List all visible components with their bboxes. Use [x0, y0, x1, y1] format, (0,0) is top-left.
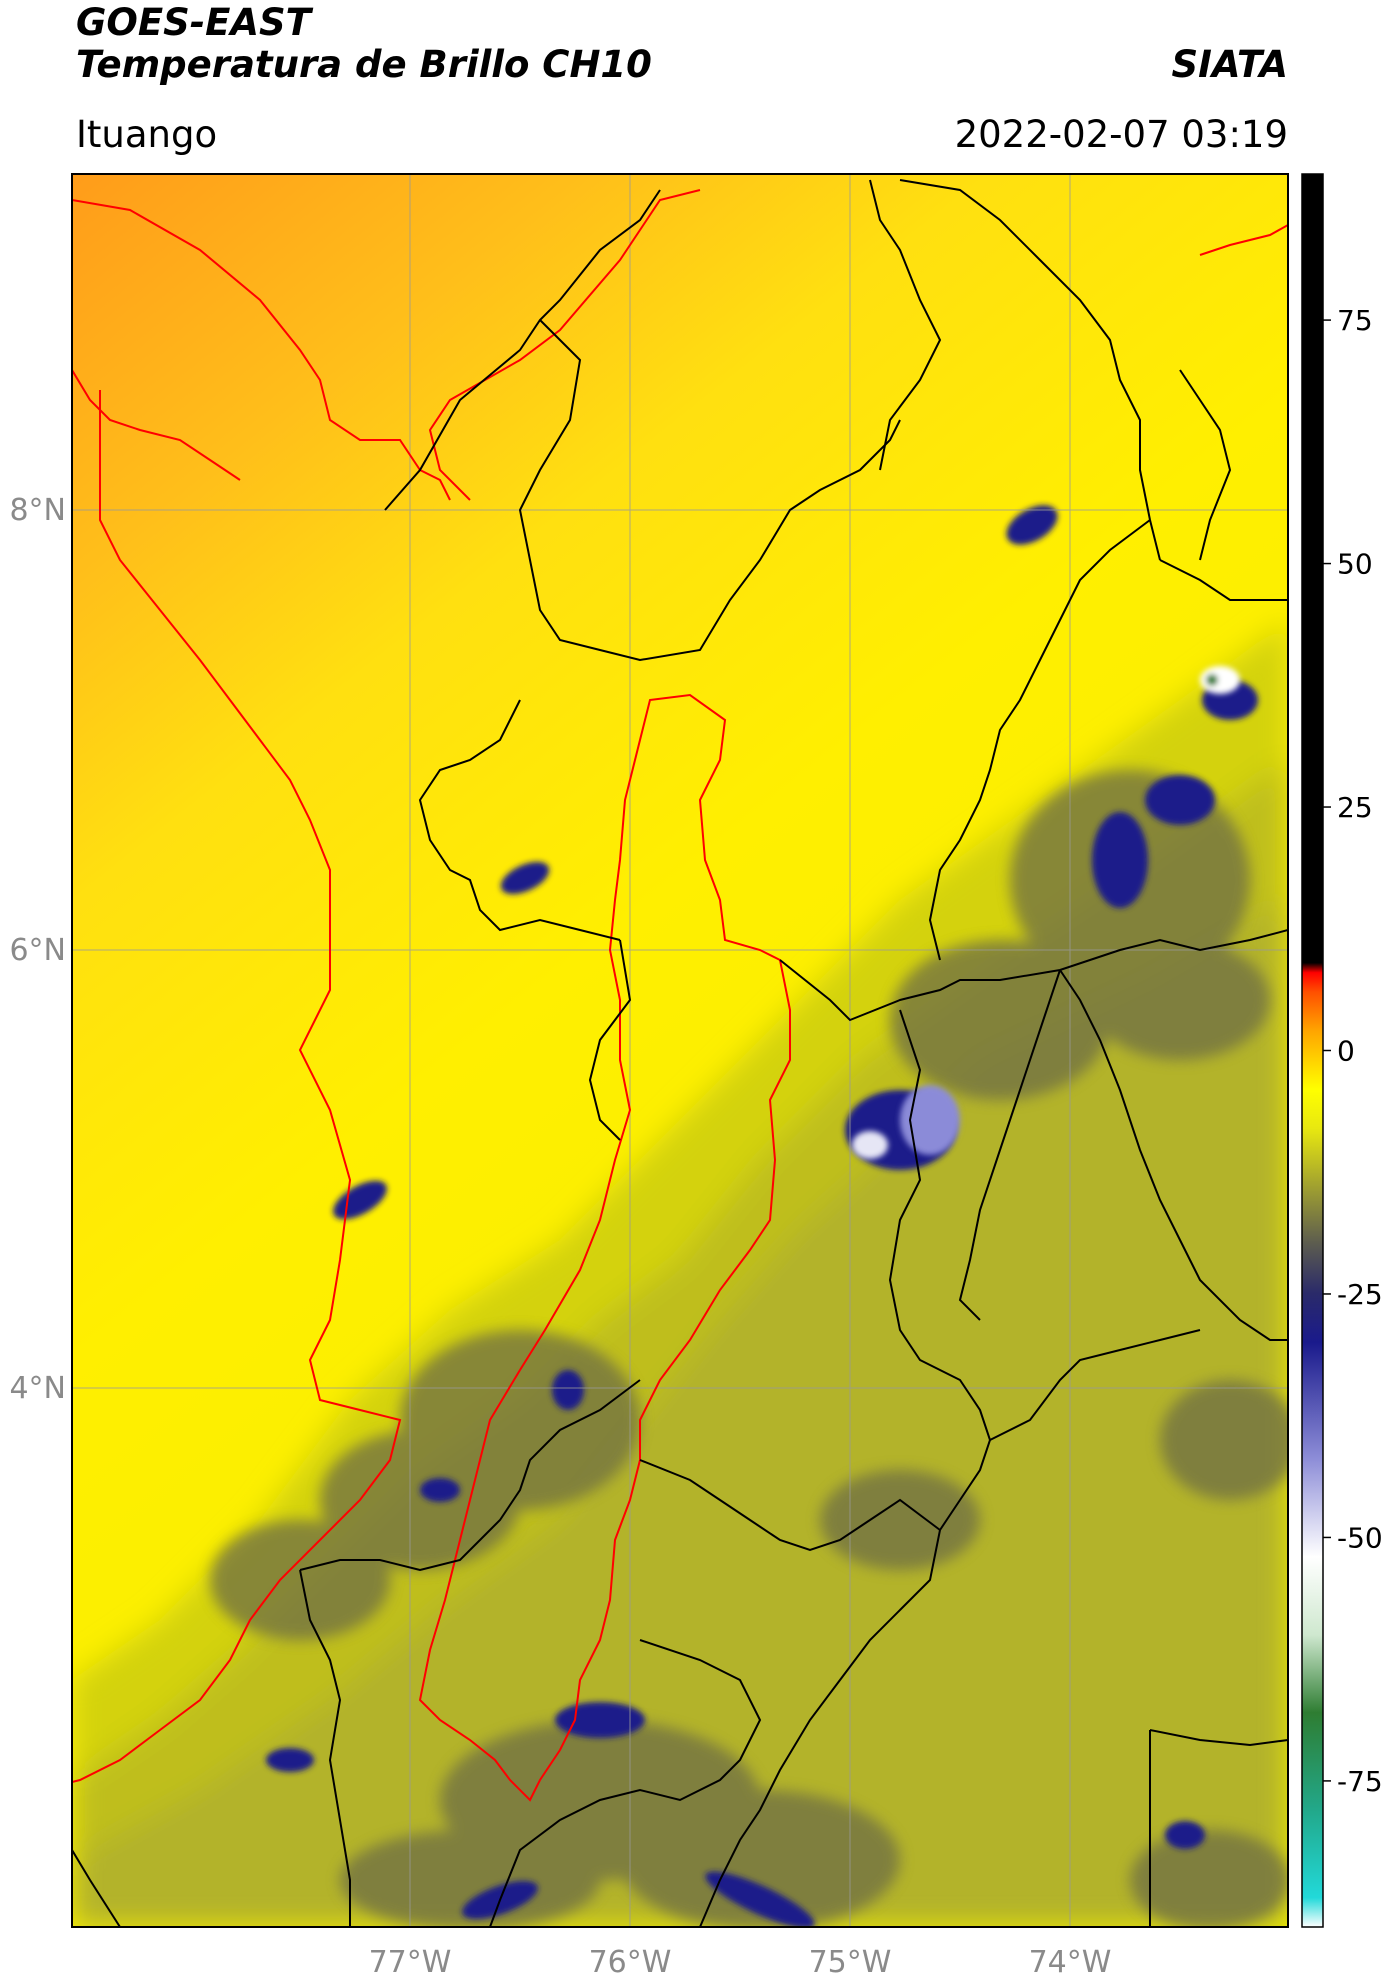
lat-ticks: 8°N 6°N 4°N — [9, 493, 66, 1406]
admin-boundaries — [72, 179, 1288, 1927]
map-frame — [71, 173, 1289, 1928]
lat-tick-label: 4°N — [9, 1371, 66, 1406]
lon-tick-label: 76°W — [589, 1945, 672, 1980]
colorbar-tick-label: 50 — [1337, 548, 1373, 581]
org-label: SIATA — [1171, 43, 1288, 86]
basin-outline — [418, 693, 791, 1802]
colorbar-gradient — [1302, 174, 1323, 1927]
map-field — [72, 174, 1288, 1927]
colorbar: 75 50 25 0 -25 -50 -75 — [1301, 173, 1383, 1928]
colorbar-tick-label: 75 — [1337, 304, 1373, 337]
lon-tick-label: 74°W — [1029, 1945, 1112, 1980]
grey-cloud-patches — [210, 770, 1288, 1927]
coastline — [72, 189, 1288, 1783]
colorbar-tick-label: -25 — [1337, 1278, 1383, 1311]
graticule — [72, 174, 1288, 1927]
region-label: Ituango — [76, 113, 218, 156]
colorbar-ticks: 75 50 25 0 -25 -50 -75 — [1323, 304, 1383, 1798]
lon-tick-label: 75°W — [809, 1945, 892, 1980]
lon-tick-label: 77°W — [369, 1945, 452, 1980]
colorbar-tick-label: 25 — [1337, 791, 1373, 824]
lat-tick-label: 6°N — [9, 933, 66, 968]
lon-ticks: 77°W 76°W 75°W 74°W — [369, 1945, 1112, 1980]
lat-tick-label: 8°N — [9, 493, 66, 528]
very-cold-cores — [852, 666, 1240, 1159]
product-title: Temperatura de Brillo CH10 — [76, 43, 652, 86]
colorbar-tick-label: -50 — [1337, 1521, 1383, 1554]
colorbar-tick-label: 0 — [1337, 1035, 1355, 1068]
datetime-label: 2022-02-07 03:19 — [954, 113, 1288, 156]
satellite-title: GOES-EAST — [76, 1, 311, 44]
colorbar-tick-label: -75 — [1337, 1765, 1383, 1798]
